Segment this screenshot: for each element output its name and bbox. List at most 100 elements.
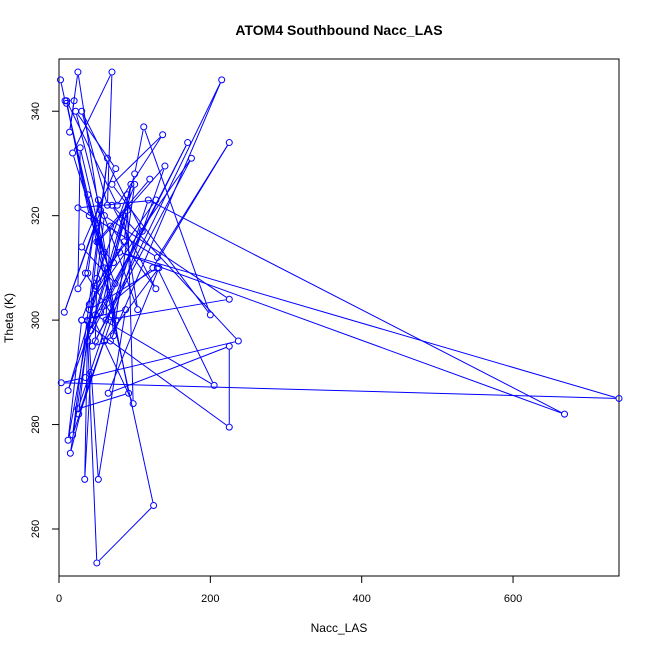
data-point <box>123 206 131 214</box>
series-segment <box>88 341 236 378</box>
series-segment <box>66 106 154 503</box>
data-point <box>91 220 99 227</box>
data-point <box>184 139 192 147</box>
series-segment <box>79 275 87 287</box>
series-segment <box>158 270 214 383</box>
data-point <box>78 243 86 251</box>
data-point <box>66 128 74 136</box>
series-segment <box>60 83 65 98</box>
series-segment <box>98 507 152 561</box>
data-point <box>161 162 169 170</box>
series-segment <box>87 323 99 476</box>
series-segment <box>154 145 228 266</box>
series-segment <box>151 201 562 413</box>
series-segment <box>134 130 144 171</box>
data-point <box>100 248 108 256</box>
data-point <box>138 227 146 235</box>
data-point <box>206 311 214 319</box>
series-segment <box>126 198 134 401</box>
series-segment <box>122 252 562 414</box>
series-segment <box>67 323 82 437</box>
data-point <box>144 196 152 204</box>
chart-title: ATOM4 Southbound Nacc_LAS <box>235 22 442 38</box>
data-point <box>63 97 71 105</box>
data-point <box>100 212 108 220</box>
series-segment <box>122 252 616 398</box>
data-point <box>87 327 95 335</box>
data-point <box>93 559 101 567</box>
data-point <box>218 76 226 84</box>
series-segment <box>77 113 115 167</box>
data-point <box>93 238 101 246</box>
data-point <box>112 316 120 324</box>
data-point <box>140 123 148 131</box>
data-point <box>76 144 84 152</box>
data-point <box>146 175 154 183</box>
y-axis-label: Theta (K) <box>2 293 16 343</box>
series-segment <box>78 203 148 406</box>
data-point <box>134 306 142 314</box>
series-layer <box>57 68 623 567</box>
y-tick-label: 280 <box>30 415 42 433</box>
data-point <box>234 337 242 345</box>
data-point <box>100 337 108 345</box>
series-segment <box>113 207 237 339</box>
series-segment <box>87 344 98 560</box>
x-tick-label: 0 <box>56 593 62 605</box>
data-point <box>93 274 101 282</box>
data-point <box>152 196 160 204</box>
data-point <box>103 154 111 162</box>
data-point <box>84 269 92 277</box>
data-point <box>85 306 93 314</box>
series-segment <box>114 136 161 183</box>
series-segment <box>98 313 126 477</box>
series-segment <box>73 74 111 151</box>
data-point <box>104 264 112 272</box>
series-segment <box>90 312 133 401</box>
data-point <box>87 368 95 376</box>
series-segment <box>73 156 108 265</box>
data-point <box>69 149 77 157</box>
data-point <box>225 139 233 147</box>
x-tick-label: 400 <box>353 593 371 605</box>
series-segment <box>98 316 212 385</box>
data-point <box>85 212 93 220</box>
data-point <box>74 204 82 212</box>
data-point <box>69 431 77 439</box>
series-segment <box>87 203 99 270</box>
data-point <box>91 337 99 345</box>
data-point <box>91 282 99 290</box>
series-segment <box>96 82 221 339</box>
data-point <box>123 191 131 199</box>
data-point <box>159 131 167 139</box>
y-tick-label: 300 <box>30 311 42 329</box>
series-segment <box>109 270 159 391</box>
series-segment <box>95 341 108 346</box>
x-tick-label: 600 <box>504 593 522 605</box>
data-point <box>615 394 623 402</box>
data-point <box>75 410 83 418</box>
series-segment <box>109 299 226 321</box>
y-tick-label: 340 <box>30 102 42 120</box>
data-point <box>74 405 82 413</box>
series-segment <box>79 169 165 411</box>
data-point <box>78 316 86 324</box>
series-segment <box>111 347 227 393</box>
series-segment <box>91 269 155 309</box>
series-segment <box>107 75 113 202</box>
data-point <box>94 475 102 483</box>
series-segment <box>68 318 95 388</box>
data-point <box>561 410 569 418</box>
data-point <box>84 191 92 199</box>
series-segment <box>113 187 135 333</box>
data-point <box>84 337 92 345</box>
y-axis: 260 280 300 320 340 <box>30 102 60 538</box>
data-point <box>131 170 139 178</box>
x-axis-label: Nacc_LAS <box>311 621 368 635</box>
data-point <box>210 381 218 389</box>
data-point <box>106 222 114 230</box>
y-tick-label: 260 <box>30 520 42 538</box>
data-point <box>64 387 72 395</box>
series-segment <box>91 145 187 328</box>
